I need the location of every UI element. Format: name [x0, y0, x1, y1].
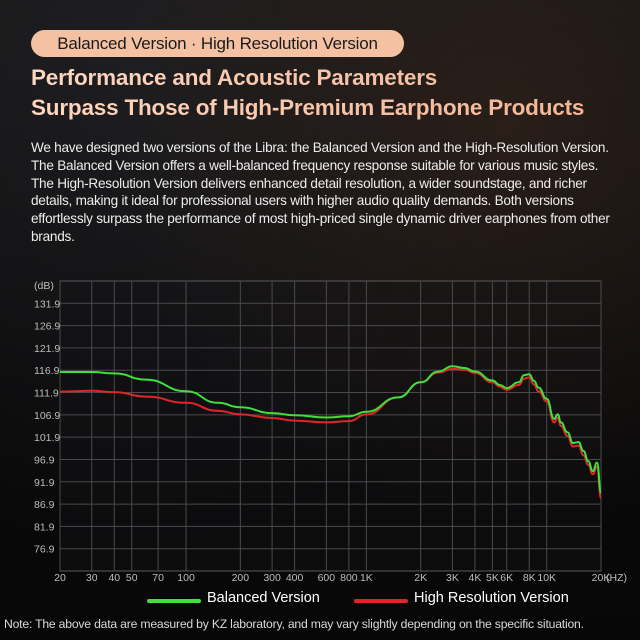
x-tick-label: 40 — [108, 572, 120, 584]
y-tick-labels: 76.9 81.9 86.9 91.9 96.9 101.9 106.9 111.9 116.9… — [34, 298, 60, 555]
x-tick-label: 50 — [126, 572, 138, 584]
legend-swatch-high-res — [354, 599, 408, 603]
legend-label-high-res: High Resolution Version — [414, 590, 569, 606]
legend-label-balanced: Balanced Version — [207, 590, 320, 606]
description-text: We have designed two versions of the Lib… — [31, 140, 610, 244]
legend-swatch-balanced — [147, 599, 201, 603]
y-tick-label: 91.9 — [34, 477, 55, 489]
grid-lines — [59, 281, 602, 571]
x-tick-label: 20K — [592, 572, 611, 584]
x-tick-label: 20 — [54, 572, 66, 584]
x-tick-label: 400 — [286, 572, 304, 584]
y-tick-label: 106.9 — [34, 410, 60, 422]
frequency-response-chart: 76.9 81.9 86.9 91.9 96.9 101.9 106.9 111.9 116.9… — [34, 280, 627, 584]
x-tick-label: 1K — [360, 572, 373, 584]
y-tick-label: 111.9 — [34, 388, 59, 400]
x-tick-label: 100 — [177, 572, 195, 584]
x-tick-label: 5K — [486, 572, 499, 584]
headline: Performance and Acoustic Parameters Surp… — [31, 63, 631, 123]
x-tick-labels: 20 30 40 50 70 100 200 300 400 600 800 1K 2K 3K 4K 5K 6K… — [54, 572, 610, 584]
x-tick-label: 600 — [318, 572, 336, 584]
x-tick-label: 800 — [340, 572, 358, 584]
x-axis-label: (HZ) — [606, 572, 627, 584]
x-tick-label: 30 — [86, 572, 98, 584]
y-axis-label: (dB) — [34, 280, 54, 292]
x-tick-label: 4K — [469, 572, 482, 584]
x-tick-label: 3K — [446, 572, 459, 584]
headline-line-2: Surpass Those of High-Premium Earphone P… — [31, 95, 585, 120]
y-tick-label: 86.9 — [34, 499, 55, 511]
y-tick-label: 101.9 — [34, 432, 60, 444]
x-tick-label: 2K — [414, 572, 427, 584]
x-tick-label: 300 — [263, 572, 281, 584]
headline-line-1: Performance and Acoustic Parameters — [31, 65, 438, 90]
x-tick-label: 6K — [500, 572, 513, 584]
series-line-balanced — [60, 365, 602, 494]
series-line-high-res — [59, 367, 602, 500]
y-tick-label: 116.9 — [34, 365, 60, 377]
version-badge: Balanced Version · High Resolution Versi… — [31, 30, 404, 57]
x-tick-label: 200 — [232, 572, 250, 584]
series-lines — [59, 365, 602, 500]
y-tick-label: 76.9 — [34, 544, 55, 556]
y-tick-label: 121.9 — [34, 343, 60, 355]
y-tick-label: 126.9 — [34, 321, 60, 333]
y-tick-label: 81.9 — [34, 521, 55, 533]
y-tick-label: 96.9 — [34, 454, 55, 466]
footnote: Note: The above data are measured by KZ … — [4, 617, 584, 631]
x-tick-label: 70 — [152, 572, 164, 584]
plot-area — [59, 280, 602, 572]
x-tick-label: 10K — [537, 572, 556, 584]
y-tick-label: 131.9 — [34, 298, 60, 310]
x-tick-label: 8K — [523, 572, 536, 584]
